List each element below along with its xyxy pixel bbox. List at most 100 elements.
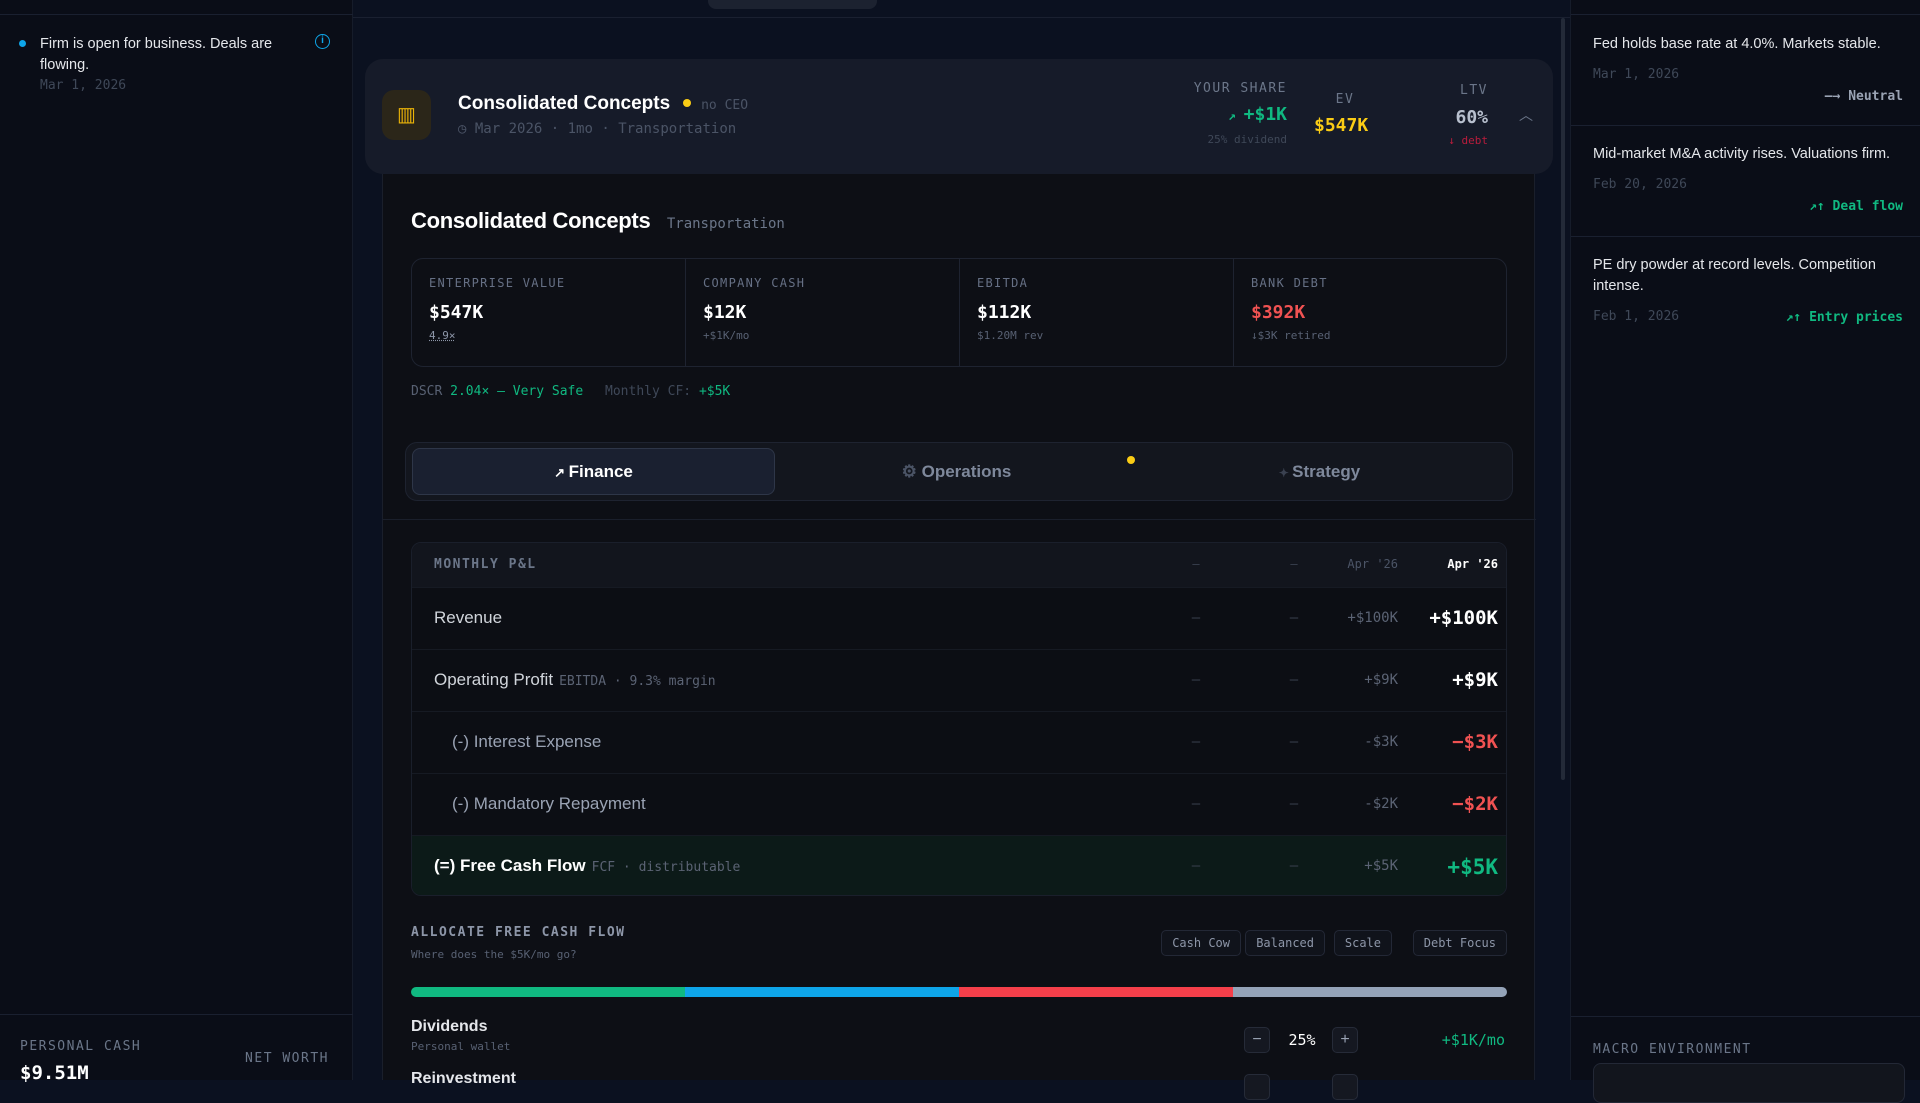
arrow-up-right-icon: ↗ — [554, 465, 569, 480]
stat-value: $392K — [1251, 302, 1306, 323]
stat-bank-debt: BANK DEBT $392K ↓$3K retired — [1234, 259, 1506, 366]
tab-strategy[interactable]: ✦ Strategy — [1138, 448, 1501, 495]
ltv-value: 60% — [1455, 107, 1488, 128]
news-item: Mid-market M&A activity rises. Valuation… — [1593, 144, 1903, 214]
cell: – — [1289, 610, 1299, 626]
cell: – — [1289, 672, 1299, 688]
news-date: Feb 20, 2026 — [1593, 177, 1687, 192]
cf-value: +$5K — [698, 384, 731, 399]
dividends-amount: +$1K/mo — [1441, 1031, 1505, 1049]
news-panel: Fed holds base rate at 4.0%. Markets sta… — [1570, 0, 1920, 1103]
briefcase-icon: ▥ — [382, 90, 431, 140]
cell: −$3K — [1452, 731, 1498, 753]
preset-scale[interactable]: Scale — [1333, 930, 1392, 956]
company-name: Consolidated Concepts — [458, 93, 671, 114]
preset-debt-focus[interactable]: Debt Focus — [1412, 930, 1507, 956]
company-date: Mar 2026 — [474, 121, 543, 137]
notification-text: Firm is open for business. Deals are flo… — [40, 36, 273, 73]
row-name: (-) Interest Expense — [452, 732, 602, 751]
tab-label: Operations — [921, 462, 1012, 481]
tab-label: Strategy — [1292, 462, 1361, 481]
news-item: PE dry powder at record levels. Competit… — [1593, 255, 1903, 325]
tab-finance[interactable]: ↗ Finance — [412, 448, 775, 495]
stat-value: $547K — [429, 302, 484, 323]
notification-dot — [1127, 456, 1135, 464]
cell: – — [1191, 672, 1201, 688]
top-bar — [353, 0, 1570, 18]
allocate-sub: Where does the $5K/mo go? — [411, 948, 577, 961]
row-name: (=) Free Cash Flow — [434, 856, 586, 875]
stat-ebitda: EBITDA $112K $1.20M rev — [960, 259, 1234, 366]
stat-value: $12K — [703, 302, 747, 323]
macro-box — [1593, 1063, 1905, 1103]
ceo-status: no CEO — [701, 98, 749, 113]
stats-box: ENTERPRISE VALUE $547K 4.9× COMPANY CASH $1… — [411, 258, 1507, 367]
stat-company-cash: COMPANY CASH $12K +$1K/mo — [686, 259, 960, 366]
stat-enterprise-value: ENTERPRISE VALUE $547K 4.9× — [412, 259, 686, 366]
your-share-label: YOUR SHARE — [1193, 81, 1287, 96]
table-row: Operating Profit EBITDA · 9.3% margin – – +$… — [412, 649, 1506, 711]
pl-col: – — [1290, 557, 1298, 571]
company-detail-panel: Consolidated Concepts Transportation ENT… — [382, 174, 1536, 1100]
preset-cash-cow[interactable]: Cash Cow — [1161, 930, 1241, 956]
detail-title: Consolidated Concepts — [411, 208, 651, 233]
scrollbar[interactable] — [1561, 18, 1565, 780]
ltv-sub: ↓ debt — [1448, 134, 1488, 147]
news-date: Feb 1, 2026 — [1593, 309, 1680, 324]
pl-table: MONTHLY P&L – – Apr '26 Apr '26 Revenue –… — [411, 542, 1507, 896]
cell: +$100K — [1347, 610, 1398, 626]
sparkle-icon: ✦ — [1278, 466, 1293, 480]
row-name: Operating Profit — [434, 670, 554, 689]
macro-label: MACRO ENVIRONMENT — [1593, 1042, 1752, 1057]
stat-sub: $1.20M rev — [977, 329, 1044, 342]
stat-sub: 4.9× — [429, 329, 456, 342]
row-tag: EBITDA · 9.3% margin — [559, 674, 716, 689]
ev-value: $547K — [1314, 115, 1369, 136]
decrease-button[interactable]: − — [1244, 1027, 1270, 1053]
cell: +$100K — [1429, 607, 1498, 629]
increase-button[interactable]: + — [1332, 1027, 1358, 1053]
net-worth-label: NET WORTH — [245, 1051, 329, 1066]
allocation-segment — [1233, 987, 1507, 997]
cell: – — [1191, 610, 1201, 626]
top-tab[interactable] — [708, 0, 877, 9]
increase-button[interactable] — [1332, 1074, 1358, 1100]
news-effect: ↗↑ Entry prices — [1785, 310, 1903, 325]
company-duration: 1mo — [567, 121, 593, 137]
chevron-up-icon[interactable]: ︿ — [1519, 107, 1533, 123]
cell: −$2K — [1452, 793, 1498, 815]
personal-cash-value: $9.51M — [20, 1062, 89, 1084]
dscr-label: DSCR — [411, 384, 443, 399]
preset-balanced[interactable]: Balanced — [1245, 930, 1325, 956]
pl-col: – — [1192, 557, 1200, 571]
allocation-segment — [959, 987, 1233, 997]
cell: +$9K — [1452, 669, 1498, 691]
cell: – — [1191, 858, 1201, 874]
ev-label: EV — [1335, 92, 1355, 107]
notification-dot — [19, 40, 26, 47]
news-effect: ↗↑ Deal flow — [1809, 199, 1903, 214]
table-row: (-) Interest Expense – – -$3K −$3K — [412, 711, 1506, 773]
news-text: PE dry powder at record levels. Competit… — [1593, 257, 1876, 294]
table-row: (=) Free Cash Flow FCF · distributable – – +… — [412, 835, 1506, 895]
notification-date: Mar 1, 2026 — [40, 78, 127, 93]
cell: – — [1289, 734, 1299, 750]
pl-title: MONTHLY P&L — [434, 557, 537, 572]
cell: +$5K — [1447, 855, 1498, 879]
left-sidebar: Firm is open for business. Deals are flo… — [0, 0, 353, 1084]
cell: – — [1191, 734, 1201, 750]
info-icon[interactable]: i — [315, 34, 330, 49]
detail-sector: Transportation — [666, 216, 785, 232]
personal-cash-label: PERSONAL CASH — [20, 1039, 142, 1054]
table-row: Revenue – – +$100K +$100K — [412, 587, 1506, 649]
stat-label: ENTERPRISE VALUE — [429, 276, 566, 290]
company-header-card[interactable]: ▥ Consolidated Concepts no CEO ◷ Mar 202… — [365, 59, 1553, 174]
tab-operations[interactable]: ⚙ Operations — [775, 448, 1138, 495]
decrease-button[interactable] — [1244, 1074, 1270, 1100]
cell: -$3K — [1364, 734, 1398, 750]
stat-sub: +$1K/mo — [703, 329, 750, 342]
allocation-bar — [411, 987, 1507, 997]
table-row: (-) Mandatory Repayment – – -$2K −$2K — [412, 773, 1506, 835]
stat-label: COMPANY CASH — [703, 276, 806, 290]
tab-label: Finance — [568, 462, 633, 481]
